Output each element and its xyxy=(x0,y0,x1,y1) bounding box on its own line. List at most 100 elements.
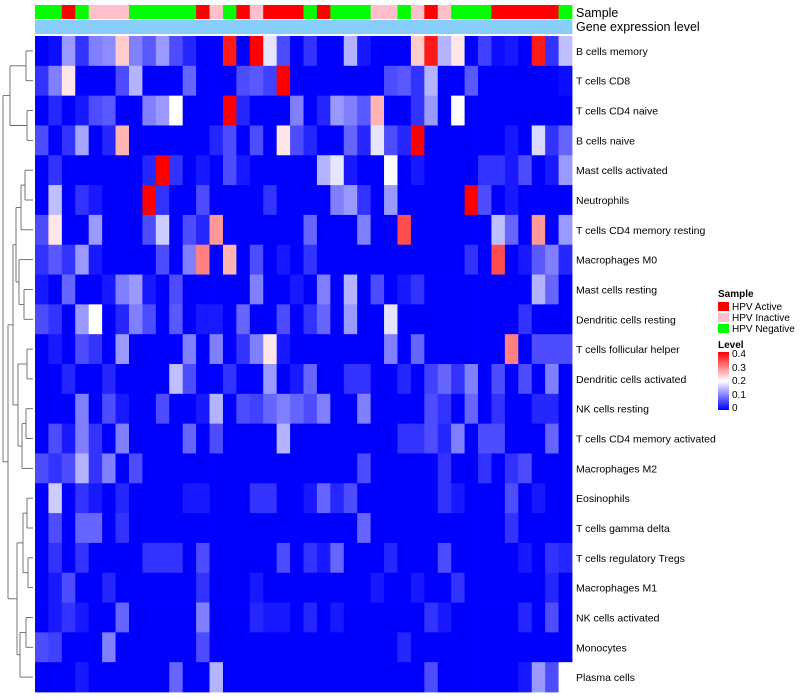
heatmap-cell xyxy=(316,542,331,574)
heatmap-cell xyxy=(558,334,573,365)
heatmap-cell xyxy=(464,364,479,395)
heatmap-cell xyxy=(155,602,170,633)
heatmap-cell xyxy=(504,185,519,216)
expression-annotation-cell xyxy=(545,20,559,34)
heatmap-cell xyxy=(209,632,224,663)
heatmap-cell xyxy=(410,602,425,633)
row-label-eosinophils: Eosinophils xyxy=(576,493,630,505)
heatmap-cell xyxy=(263,65,278,97)
heatmap-cell xyxy=(531,483,546,514)
heatmap-cell xyxy=(236,572,251,603)
heatmap-cell xyxy=(222,423,237,454)
heatmap-cell xyxy=(303,185,318,216)
heatmap-cell xyxy=(330,662,345,693)
heatmap-cell xyxy=(464,483,479,514)
sample-annotation-cell xyxy=(249,5,264,19)
expression-annotation-cell xyxy=(236,20,251,34)
heatmap-cell xyxy=(451,483,466,514)
heatmap-cell xyxy=(209,602,224,633)
expression-annotation-cell xyxy=(182,20,197,34)
heatmap-cell xyxy=(222,602,237,633)
heatmap-cell xyxy=(518,572,533,603)
heatmap-cell xyxy=(518,542,533,574)
heatmap-cell xyxy=(478,155,492,186)
heatmap-cell xyxy=(276,274,291,305)
heatmap-cell xyxy=(370,364,385,395)
expression-annotation-cell xyxy=(75,20,90,34)
heatmap-cell xyxy=(316,453,331,484)
heatmap-cell xyxy=(545,453,559,484)
heatmap-cell xyxy=(249,125,264,156)
heatmap-cell xyxy=(531,453,546,484)
heatmap-cell xyxy=(343,423,358,454)
heatmap-cell xyxy=(142,364,157,395)
heatmap-cell xyxy=(491,602,506,633)
heatmap-cell xyxy=(504,542,519,574)
heatmap-cell xyxy=(357,513,372,544)
heatmap-cell xyxy=(343,364,358,395)
heatmap-cell xyxy=(61,244,76,275)
heatmap-cell xyxy=(491,542,506,574)
heatmap-cell xyxy=(545,95,559,126)
heatmap-cell xyxy=(61,513,76,544)
heatmap-cell xyxy=(222,185,237,216)
heatmap-cell xyxy=(102,364,116,395)
heatmap-cell xyxy=(48,304,63,335)
heatmap-cell xyxy=(531,304,546,335)
sample-annotation-cell xyxy=(75,5,90,19)
heatmap-cell xyxy=(102,65,116,97)
legend-label-hpv-active: HPV Active xyxy=(732,302,782,313)
heatmap-cell xyxy=(478,542,492,574)
heatmap-cell xyxy=(424,662,439,693)
heatmap-cell xyxy=(504,423,519,454)
heatmap-cell xyxy=(115,393,130,425)
heatmap-cell xyxy=(115,244,130,275)
heatmap-cell xyxy=(545,542,559,574)
heatmap-cell xyxy=(424,453,439,484)
heatmap-cell xyxy=(370,513,385,544)
heatmap-cell xyxy=(316,334,331,365)
heatmap-cell xyxy=(357,662,372,693)
heatmap-cell xyxy=(397,662,412,693)
heatmap-cell xyxy=(464,334,479,365)
heatmap-cell xyxy=(35,483,49,514)
heatmap-cell xyxy=(343,513,358,544)
heatmap-cell xyxy=(75,393,90,425)
heatmap-cell xyxy=(35,304,49,335)
heatmap-cell xyxy=(169,65,184,97)
heatmap-cell xyxy=(478,334,492,365)
row-label-monocytes: Monocytes xyxy=(576,642,627,654)
heatmap-cell xyxy=(545,304,559,335)
heatmap-cell xyxy=(182,214,197,246)
expression-annotation-cell xyxy=(384,20,398,34)
heatmap-cell xyxy=(370,36,385,67)
heatmap-cell xyxy=(478,185,492,216)
row-label-nk-cells-activated: NK cells activated xyxy=(576,613,660,625)
heatmap-cell xyxy=(35,125,49,156)
heatmap-cell xyxy=(478,483,492,514)
heatmap-cell xyxy=(531,632,546,663)
heatmap-cell xyxy=(88,513,103,544)
heatmap-cell xyxy=(330,423,345,454)
heatmap-cell xyxy=(531,334,546,365)
heatmap-cell xyxy=(102,214,116,246)
heatmap-cell xyxy=(424,95,439,126)
heatmap-cell xyxy=(290,513,304,544)
heatmap-cell xyxy=(504,304,519,335)
heatmap-cell xyxy=(518,393,533,425)
heatmap-cell xyxy=(491,36,506,67)
heatmap-cell xyxy=(236,662,251,693)
heatmap-cell xyxy=(48,334,63,365)
heatmap-cell xyxy=(263,364,278,395)
heatmap-cell xyxy=(61,602,76,633)
heatmap-cell xyxy=(276,572,291,603)
heatmap-cell xyxy=(222,304,237,335)
heatmap-cell xyxy=(182,244,197,275)
heatmap-cell xyxy=(142,453,157,484)
heatmap-cell xyxy=(222,632,237,663)
sample-annotation-cell xyxy=(370,5,385,19)
heatmap-cell xyxy=(75,364,90,395)
heatmap-cell xyxy=(330,214,345,246)
heatmap-cell xyxy=(128,393,143,425)
heatmap-cell xyxy=(504,662,519,693)
